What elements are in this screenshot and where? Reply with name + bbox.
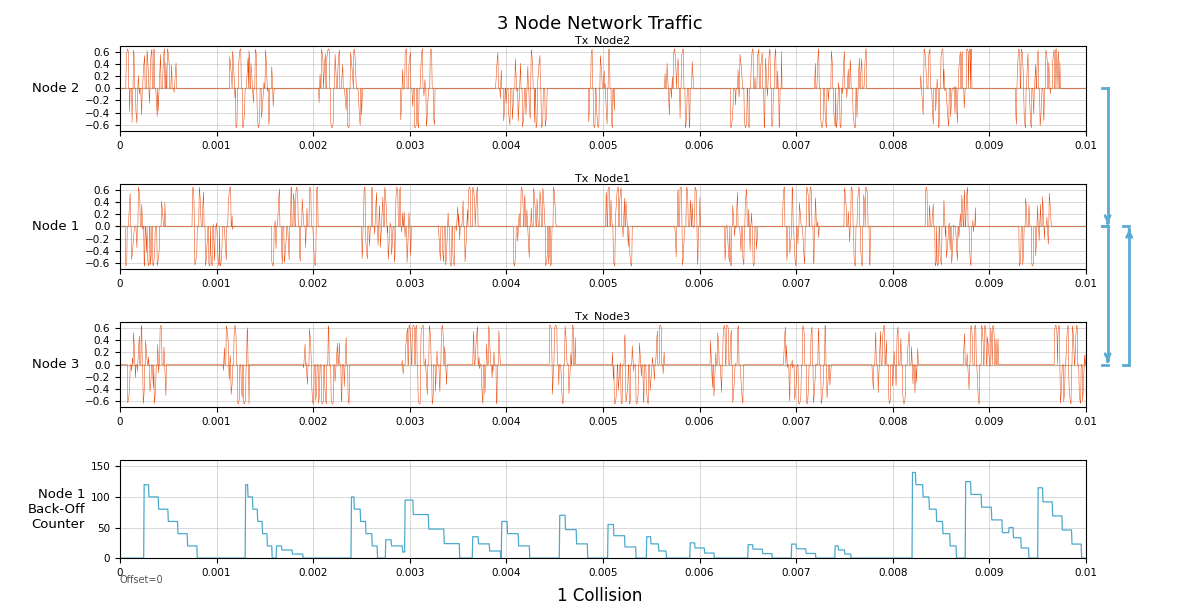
Title: Tx_Node2: Tx_Node2 [575, 35, 631, 46]
Y-axis label: Node 3: Node 3 [32, 358, 79, 371]
Y-axis label: Node 2: Node 2 [32, 82, 79, 95]
Text: 1 Collision: 1 Collision [557, 587, 643, 605]
Y-axis label: Node 1
Back-Off
Counter: Node 1 Back-Off Counter [28, 487, 85, 531]
Text: 3 Node Network Traffic: 3 Node Network Traffic [497, 15, 703, 34]
Title: Tx_Node1: Tx_Node1 [576, 173, 630, 184]
Title: Tx_Node3: Tx_Node3 [576, 311, 630, 322]
Text: Offset=0: Offset=0 [120, 575, 163, 585]
Y-axis label: Node 1: Node 1 [32, 220, 79, 233]
